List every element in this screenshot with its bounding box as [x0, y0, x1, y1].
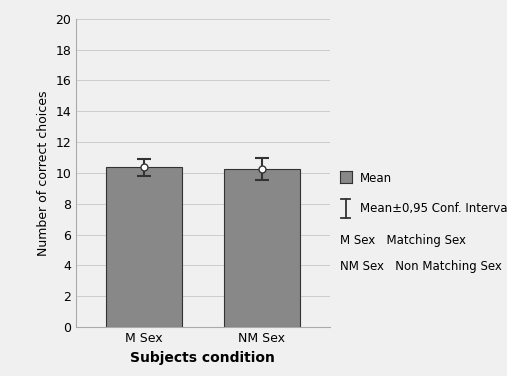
Bar: [224, 169, 300, 327]
Bar: [105, 167, 182, 327]
Text: Mean±0,95 Conf. Interval: Mean±0,95 Conf. Interval: [360, 202, 507, 215]
Text: Mean: Mean: [360, 172, 392, 185]
Text: M Sex   Matching Sex: M Sex Matching Sex: [340, 234, 466, 247]
Text: NM Sex   Non Matching Sex: NM Sex Non Matching Sex: [340, 261, 501, 273]
X-axis label: Subjects condition: Subjects condition: [130, 350, 275, 365]
Y-axis label: Number of correct choices: Number of correct choices: [37, 90, 50, 256]
